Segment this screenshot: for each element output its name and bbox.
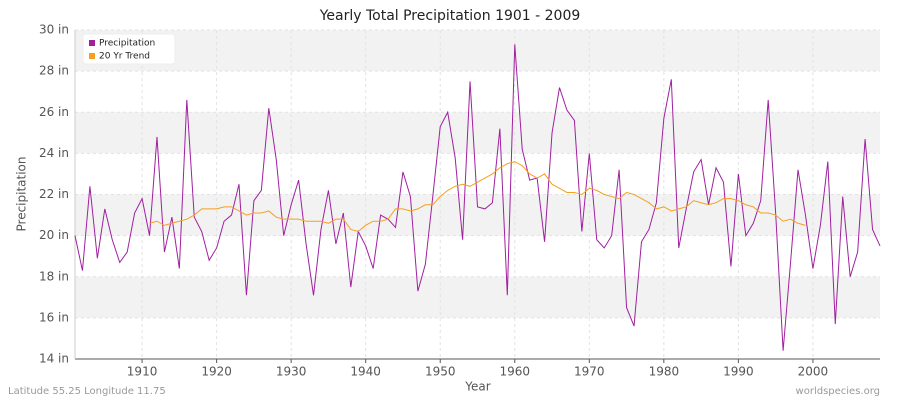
y-tick-label: 24 in <box>39 146 69 160</box>
series-line <box>74 44 881 351</box>
x-tick-label: 1980 <box>649 365 680 379</box>
y-tick-label: 28 in <box>39 64 69 78</box>
legend-swatch <box>89 53 95 59</box>
legend-label: 20 Yr Trend <box>99 52 150 62</box>
x-tick-label: 2000 <box>798 365 829 379</box>
x-tick-label: 1970 <box>574 365 605 379</box>
x-axis-label: Year <box>464 380 490 394</box>
y-tick-label: 30 in <box>39 23 69 37</box>
x-tick-label: 1920 <box>201 365 232 379</box>
grid-band <box>75 30 880 72</box>
x-tick-label: 1930 <box>276 365 307 379</box>
y-tick-label: 16 in <box>39 310 69 324</box>
footer-location: Latitude 55.25 Longitude 11.75 <box>8 386 166 397</box>
y-tick-label: 14 in <box>39 352 69 366</box>
y-axis-label: Precipitation <box>15 156 29 231</box>
x-tick-label: 1950 <box>425 365 456 379</box>
x-tick-label: 1910 <box>127 365 158 379</box>
y-tick-label: 26 in <box>39 105 69 119</box>
legend-label: Precipitation <box>99 39 155 49</box>
footer-source: worldspecies.org <box>796 386 880 397</box>
series-line <box>149 161 806 233</box>
x-tick-label: 1960 <box>499 365 530 379</box>
legend-swatch <box>89 40 95 46</box>
y-tick-label: 18 in <box>39 269 69 283</box>
grid-band <box>75 276 880 318</box>
x-tick-label: 1940 <box>350 365 381 379</box>
x-tick-label: 1990 <box>723 365 754 379</box>
chart-title: Yearly Total Precipitation 1901 - 2009 <box>319 8 581 24</box>
y-tick-label: 22 in <box>39 187 69 201</box>
y-tick-label: 20 in <box>39 228 69 242</box>
legend-box <box>82 33 176 65</box>
grid-band <box>75 112 880 154</box>
plot-background <box>75 30 880 359</box>
